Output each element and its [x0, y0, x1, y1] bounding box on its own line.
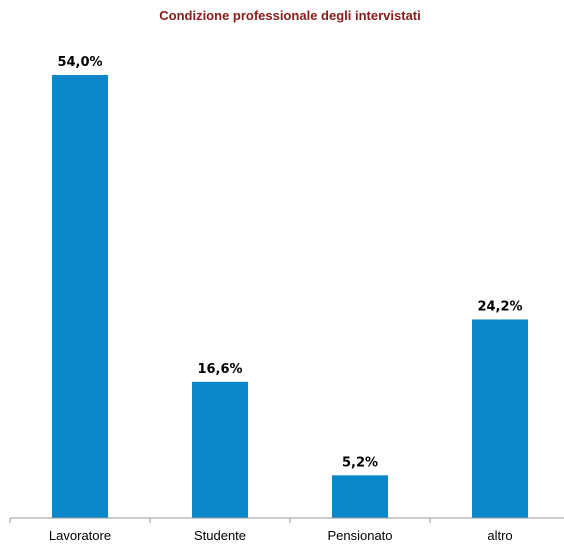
chart-title: Condizione professionale degli intervist… [159, 8, 421, 23]
bars-group [52, 75, 528, 518]
category-label: Studente [194, 528, 246, 543]
value-label: 24,2% [477, 299, 522, 314]
category-label: Pensionato [327, 528, 392, 543]
bar-studente [192, 381, 248, 518]
bar-altro [472, 319, 528, 518]
category-label: Lavoratore [49, 528, 111, 543]
bar-lavoratore [52, 75, 108, 518]
category-label: altro [487, 528, 512, 543]
category-labels-group: Lavoratore Studente Pensionato altro [49, 528, 513, 543]
bar-pensionato [332, 475, 388, 518]
value-labels-group: 54,0% 16,6% 5,2% 24,2% [57, 55, 522, 470]
value-label: 54,0% [57, 55, 102, 70]
x-axis-ticks [9, 518, 431, 523]
value-label: 16,6% [197, 362, 242, 377]
value-label: 5,2% [342, 455, 378, 470]
